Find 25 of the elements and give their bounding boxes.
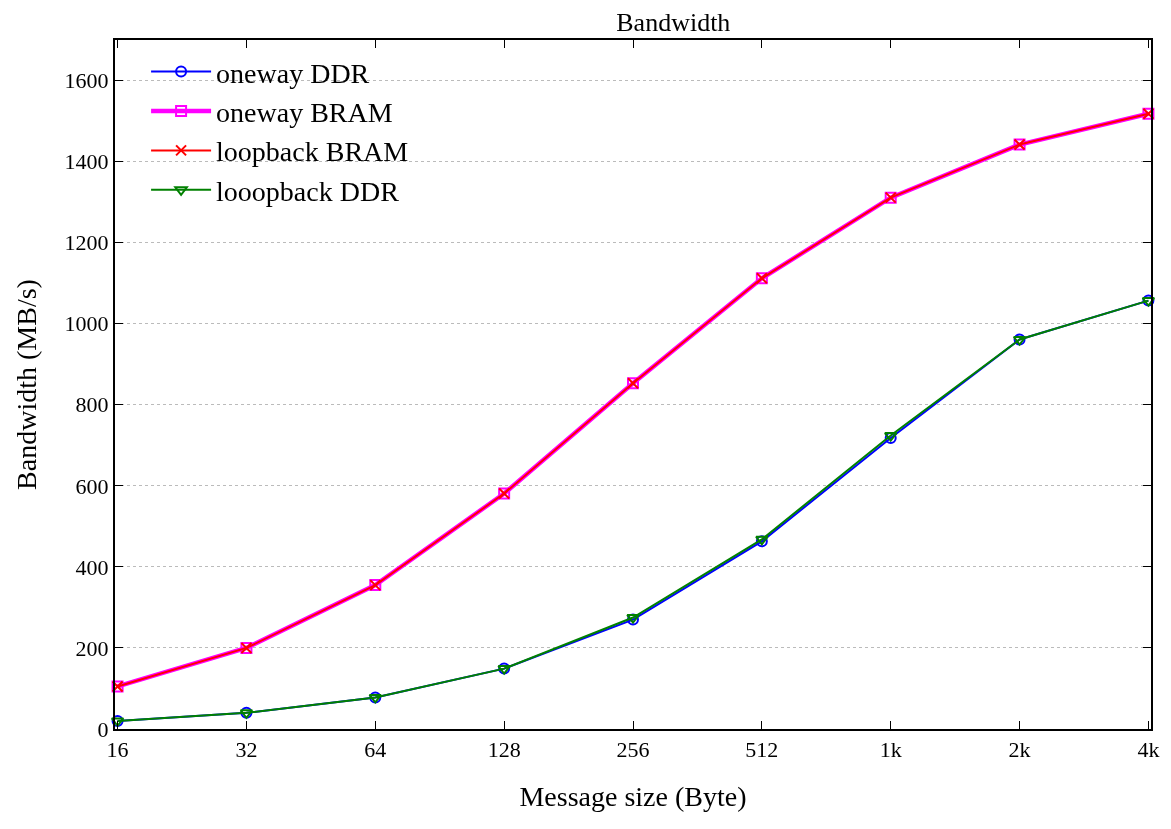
- y-tick-label: 1400: [64, 149, 109, 175]
- x-axis-title: Message size (Byte): [519, 781, 747, 812]
- y-tick-label: 800: [75, 392, 109, 418]
- x-tick-label: 2k: [1008, 737, 1031, 763]
- x-tick-label: 16: [106, 737, 129, 763]
- legend-label: oneway DDR: [216, 57, 370, 89]
- y-tick-label: 1200: [64, 230, 109, 256]
- x-tick-label: 32: [235, 737, 258, 763]
- x-tick-label: 1k: [879, 737, 902, 763]
- y-tick-label: 1600: [64, 68, 109, 94]
- y-tick-label: 1000: [64, 311, 109, 337]
- legend-label: looopback DDR: [216, 175, 400, 207]
- y-tick-label: 0: [97, 716, 109, 742]
- x-tick-label: 512: [745, 737, 779, 763]
- x-tick-label: 256: [616, 737, 650, 763]
- chart-title: Bandwidth: [616, 7, 731, 37]
- legend-label: oneway BRAM: [216, 96, 393, 128]
- y-tick-label: 600: [75, 473, 109, 499]
- x-tick-label: 4k: [1137, 737, 1160, 763]
- y-axis-title: Bandwidth (MB/s): [10, 279, 42, 490]
- x-tick-label: 128: [487, 737, 521, 763]
- legend-label: loopback BRAM: [216, 136, 409, 168]
- x-tick-label: 64: [364, 737, 387, 763]
- y-tick-label: 400: [75, 554, 109, 580]
- y-tick-label: 200: [75, 635, 109, 661]
